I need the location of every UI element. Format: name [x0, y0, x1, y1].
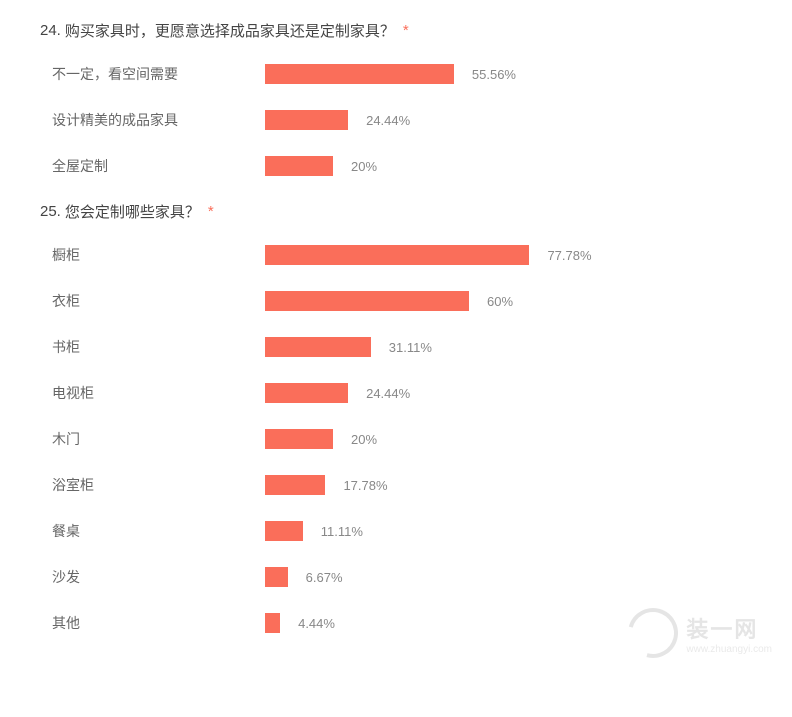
- bar-track: 31.11%: [265, 337, 605, 357]
- bar-fill: [265, 383, 348, 403]
- bar-row: 木门 20%: [40, 428, 752, 450]
- bar-track: 60%: [265, 291, 605, 311]
- question-number: 25.: [40, 203, 61, 220]
- bar-fill: [265, 521, 303, 541]
- bar-track: 24.44%: [265, 110, 605, 130]
- bar-fill: [265, 110, 348, 130]
- bar-label: 电视柜: [40, 383, 265, 403]
- bar-row: 其他 4.44%: [40, 612, 752, 634]
- bar-label: 书柜: [40, 337, 265, 357]
- bar-track: 24.44%: [265, 383, 605, 403]
- bar-row: 设计精美的成品家具 24.44%: [40, 109, 752, 131]
- bar-label: 其他: [40, 613, 265, 633]
- bar-fill: [265, 613, 280, 633]
- bar-label: 全屋定制: [40, 156, 265, 176]
- bar-label: 不一定，看空间需要: [40, 64, 265, 84]
- question-block: 25.您会定制哪些家具？ * 橱柜 77.78% 衣柜 60% 书柜 31.11% 电视柜 24.…: [40, 201, 752, 634]
- bar-row: 沙发 6.67%: [40, 566, 752, 588]
- bar-percent: 11.11%: [321, 524, 363, 539]
- bar-track: 6.67%: [265, 567, 605, 587]
- bar-fill: [265, 156, 333, 176]
- bar-fill: [265, 567, 288, 587]
- bar-row: 浴室柜 17.78%: [40, 474, 752, 496]
- bar-fill: [265, 429, 333, 449]
- required-mark: *: [403, 22, 409, 39]
- bar-track: 4.44%: [265, 613, 605, 633]
- bar-percent: 6.67%: [306, 570, 343, 585]
- watermark-url: www.zhuangyi.com: [686, 644, 772, 655]
- bar-label: 橱柜: [40, 245, 265, 265]
- bar-track: 20%: [265, 429, 605, 449]
- bar-label: 衣柜: [40, 291, 265, 311]
- bar-label: 餐桌: [40, 521, 265, 541]
- bar-row: 不一定，看空间需要 55.56%: [40, 63, 752, 85]
- bar-row: 全屋定制 20%: [40, 155, 752, 177]
- bar-percent: 4.44%: [298, 616, 335, 631]
- question-text: 购买家具时，更愿意选择成品家具还是定制家具？: [65, 20, 395, 41]
- bar-percent: 24.44%: [366, 386, 410, 401]
- bar-label: 沙发: [40, 567, 265, 587]
- bar-fill: [265, 64, 454, 84]
- question-title: 24.购买家具时，更愿意选择成品家具还是定制家具？ *: [40, 20, 752, 41]
- bar-percent: 20%: [351, 432, 377, 447]
- bar-row: 餐桌 11.11%: [40, 520, 752, 542]
- bar-row: 书柜 31.11%: [40, 336, 752, 358]
- bar-fill: [265, 245, 529, 265]
- bar-track: 77.78%: [265, 245, 605, 265]
- bar-track: 17.78%: [265, 475, 605, 495]
- bar-row: 电视柜 24.44%: [40, 382, 752, 404]
- bar-track: 20%: [265, 156, 605, 176]
- question-block: 24.购买家具时，更愿意选择成品家具还是定制家具？ * 不一定，看空间需要 55.56…: [40, 20, 752, 177]
- bar-track: 55.56%: [265, 64, 605, 84]
- bar-percent: 60%: [487, 294, 513, 309]
- bar-percent: 17.78%: [343, 478, 387, 493]
- bar-fill: [265, 337, 371, 357]
- bar-fill: [265, 291, 469, 311]
- question-text: 您会定制哪些家具？: [65, 201, 200, 222]
- bar-row: 衣柜 60%: [40, 290, 752, 312]
- bar-label: 浴室柜: [40, 475, 265, 495]
- required-mark: *: [208, 203, 214, 220]
- bar-fill: [265, 475, 325, 495]
- bar-percent: 77.78%: [547, 248, 591, 263]
- question-number: 24.: [40, 22, 61, 39]
- question-title: 25.您会定制哪些家具？ *: [40, 201, 752, 222]
- bar-percent: 31.11%: [389, 340, 432, 355]
- bar-label: 设计精美的成品家具: [40, 110, 265, 130]
- bar-track: 11.11%: [265, 521, 605, 541]
- bar-row: 橱柜 77.78%: [40, 244, 752, 266]
- bar-percent: 20%: [351, 159, 377, 174]
- bar-percent: 24.44%: [366, 113, 410, 128]
- bar-percent: 55.56%: [472, 67, 516, 82]
- bar-label: 木门: [40, 429, 265, 449]
